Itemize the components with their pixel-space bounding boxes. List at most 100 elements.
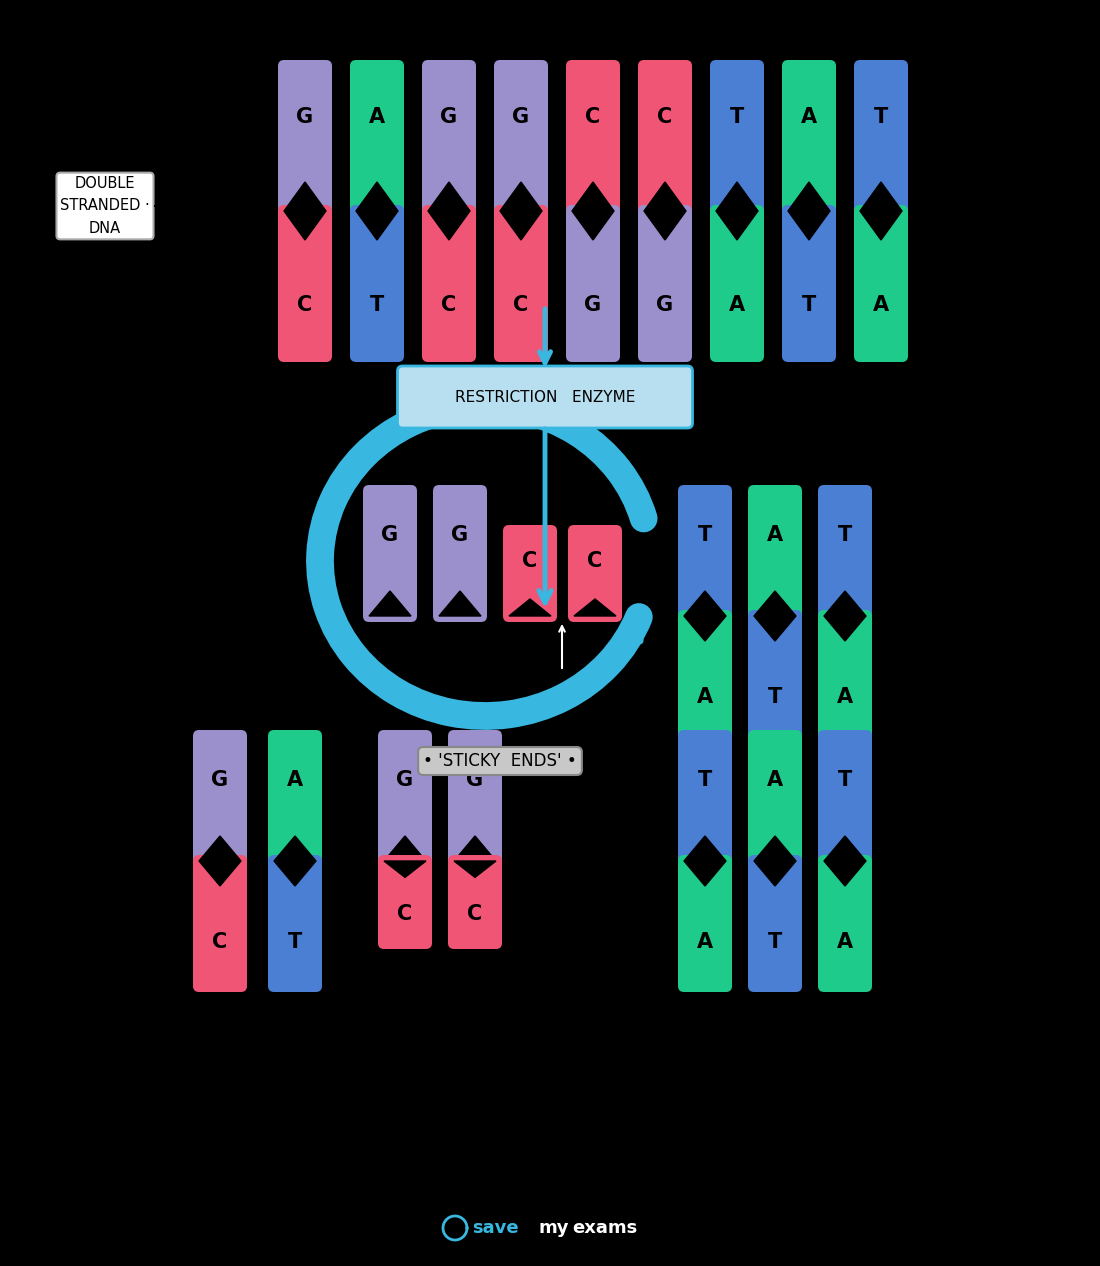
Polygon shape: [860, 211, 902, 241]
FancyBboxPatch shape: [448, 855, 502, 950]
FancyBboxPatch shape: [566, 205, 620, 362]
FancyBboxPatch shape: [854, 60, 908, 216]
FancyBboxPatch shape: [448, 730, 502, 867]
FancyBboxPatch shape: [638, 205, 692, 362]
Text: DOUBLE
STRANDED ·
DNA: DOUBLE STRANDED · DNA: [60, 176, 150, 235]
FancyBboxPatch shape: [710, 60, 764, 216]
Polygon shape: [824, 861, 866, 886]
Text: T: T: [838, 770, 853, 790]
FancyBboxPatch shape: [363, 485, 417, 622]
Text: T: T: [730, 106, 744, 127]
Text: T: T: [288, 932, 302, 952]
Polygon shape: [684, 591, 726, 617]
FancyBboxPatch shape: [350, 60, 404, 216]
Polygon shape: [356, 211, 398, 241]
FancyBboxPatch shape: [678, 485, 732, 622]
Text: C: C: [441, 295, 456, 315]
Text: C: C: [212, 932, 228, 952]
Text: A: A: [837, 687, 854, 708]
FancyBboxPatch shape: [397, 366, 693, 428]
Polygon shape: [384, 836, 426, 861]
FancyBboxPatch shape: [378, 730, 432, 867]
Polygon shape: [428, 182, 470, 211]
Polygon shape: [284, 182, 326, 211]
FancyBboxPatch shape: [782, 205, 836, 362]
Text: G: G: [466, 770, 484, 790]
FancyBboxPatch shape: [278, 205, 332, 362]
Text: save: save: [472, 1219, 518, 1237]
Text: C: C: [658, 106, 672, 127]
Polygon shape: [368, 591, 411, 617]
FancyBboxPatch shape: [782, 60, 836, 216]
Polygon shape: [754, 617, 796, 641]
FancyBboxPatch shape: [748, 730, 802, 867]
Text: A: A: [729, 295, 745, 315]
FancyBboxPatch shape: [192, 730, 248, 867]
FancyBboxPatch shape: [268, 730, 322, 867]
FancyBboxPatch shape: [818, 610, 872, 747]
FancyBboxPatch shape: [566, 60, 620, 216]
FancyBboxPatch shape: [678, 730, 732, 867]
Text: C: C: [522, 551, 538, 571]
Text: C: C: [514, 295, 529, 315]
FancyBboxPatch shape: [638, 60, 692, 216]
Text: C: C: [585, 106, 601, 127]
FancyBboxPatch shape: [494, 60, 548, 216]
FancyBboxPatch shape: [494, 205, 548, 362]
Text: A: A: [697, 687, 713, 708]
Text: C: C: [587, 551, 603, 571]
Polygon shape: [574, 599, 616, 617]
FancyBboxPatch shape: [192, 855, 248, 993]
Polygon shape: [684, 836, 726, 861]
Text: A: A: [368, 106, 385, 127]
Text: T: T: [768, 687, 782, 708]
FancyBboxPatch shape: [748, 855, 802, 993]
FancyBboxPatch shape: [710, 205, 764, 362]
Text: G: G: [382, 524, 398, 544]
FancyBboxPatch shape: [818, 855, 872, 993]
Polygon shape: [500, 182, 542, 211]
Text: G: G: [396, 770, 414, 790]
FancyBboxPatch shape: [422, 205, 476, 362]
Text: G: G: [657, 295, 673, 315]
FancyBboxPatch shape: [433, 485, 487, 622]
Text: A: A: [873, 295, 889, 315]
Polygon shape: [572, 182, 614, 211]
FancyBboxPatch shape: [854, 205, 908, 362]
Polygon shape: [684, 861, 726, 886]
Text: T: T: [697, 770, 712, 790]
Polygon shape: [716, 182, 758, 211]
Polygon shape: [274, 836, 316, 861]
Polygon shape: [500, 211, 542, 241]
Text: G: G: [296, 106, 314, 127]
FancyBboxPatch shape: [268, 855, 322, 993]
Text: G: G: [584, 295, 602, 315]
Polygon shape: [644, 182, 686, 211]
Polygon shape: [754, 836, 796, 861]
Polygon shape: [788, 182, 831, 211]
Polygon shape: [454, 836, 496, 861]
Polygon shape: [572, 211, 614, 241]
FancyBboxPatch shape: [748, 610, 802, 747]
Text: T: T: [873, 106, 888, 127]
Polygon shape: [199, 836, 241, 861]
Polygon shape: [384, 861, 426, 877]
Polygon shape: [356, 182, 398, 211]
FancyBboxPatch shape: [422, 60, 476, 216]
Polygon shape: [754, 591, 796, 617]
Text: T: T: [370, 295, 384, 315]
FancyBboxPatch shape: [278, 60, 332, 216]
Polygon shape: [284, 211, 326, 241]
Polygon shape: [199, 861, 241, 886]
Polygon shape: [824, 591, 866, 617]
FancyBboxPatch shape: [378, 855, 432, 950]
Text: A: A: [767, 524, 783, 544]
FancyBboxPatch shape: [818, 485, 872, 622]
Text: A: A: [767, 770, 783, 790]
FancyBboxPatch shape: [748, 485, 802, 622]
Text: C: C: [297, 295, 312, 315]
Text: T: T: [697, 524, 712, 544]
FancyBboxPatch shape: [568, 525, 622, 622]
Polygon shape: [754, 861, 796, 886]
Polygon shape: [428, 211, 470, 241]
